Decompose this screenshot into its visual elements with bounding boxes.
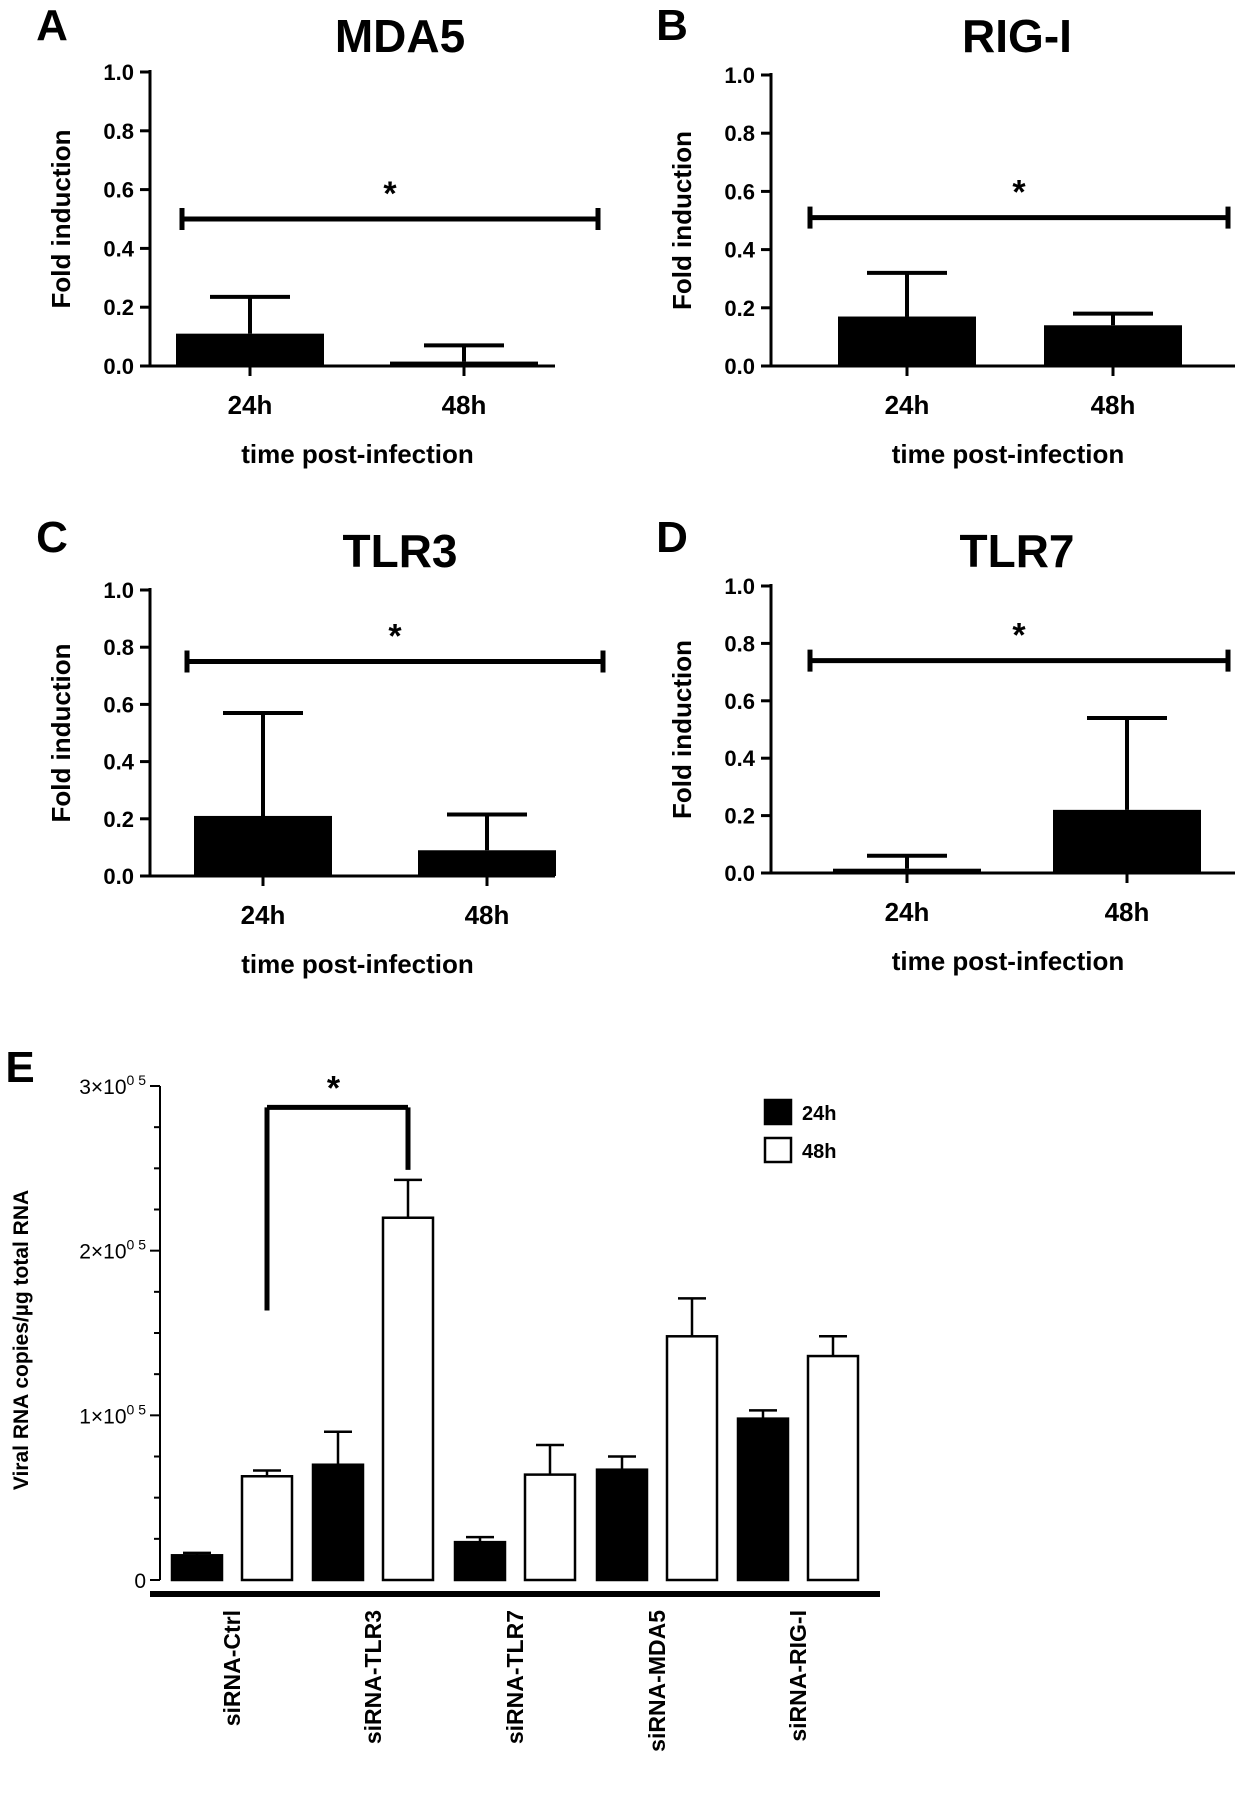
bar xyxy=(838,316,976,366)
x-tick-label: 24h xyxy=(885,897,930,927)
chart-panel-d: D TLR7 0.0 0.2 0.4 0.6 0.8 1.0 24h 48h time post-i… xyxy=(656,513,1235,976)
panel-letter: C xyxy=(36,513,68,562)
y-tick-label: 1.0 xyxy=(103,60,134,85)
y-tick-label: 0.4 xyxy=(103,236,134,261)
y-tick-label: 3×100 5 xyxy=(79,1072,146,1099)
chart-title: RIG-I xyxy=(962,10,1072,62)
y-tick-label: 0.8 xyxy=(103,635,134,660)
y-tick-label: 0.6 xyxy=(724,179,755,204)
chart-title: MDA5 xyxy=(335,10,465,62)
bar-48h xyxy=(806,1354,860,1582)
x-tick-label: 48h xyxy=(465,900,510,930)
legend-swatch xyxy=(763,1098,793,1126)
bar-48h xyxy=(523,1473,577,1582)
y-tick-base: 0 xyxy=(134,1570,146,1593)
y-axis-label: Fold induction xyxy=(667,131,697,310)
y-tick-label: 0.4 xyxy=(724,238,755,263)
y-axis-label: Fold induction xyxy=(667,640,697,819)
y-axis-label: Fold induction xyxy=(46,643,76,822)
y-tick-label: 0.2 xyxy=(103,807,134,832)
y-tick-exponent: 0 5 xyxy=(127,1072,147,1088)
x-tick-label: 24h xyxy=(228,390,273,420)
y-axis-label: Viral RNA copies/µg total RNA xyxy=(10,1190,33,1490)
bar xyxy=(194,815,332,876)
y-axis-label: Fold induction xyxy=(46,129,76,308)
legend-label: 24h xyxy=(802,1103,836,1125)
bar-48h xyxy=(665,1335,719,1582)
bar-24h xyxy=(311,1463,365,1582)
y-tick-label: 0.2 xyxy=(724,804,755,829)
chart-panel-c: C TLR3 0.0 0.2 0.4 0.6 0.8 1.0 24h 48h time post-i… xyxy=(36,513,606,979)
y-tick-base: 3×10 xyxy=(79,1076,126,1099)
x-tick-label: 48h xyxy=(1105,897,1150,927)
significance-marker: * xyxy=(1012,174,1026,212)
y-tick-exponent: 0 5 xyxy=(127,1401,147,1417)
y-tick-label: 1×100 5 xyxy=(79,1401,146,1428)
x-tick-label: siRNA-Ctrl xyxy=(219,1610,245,1726)
y-tick-label: 0.6 xyxy=(724,689,755,714)
y-tick-label: 0.6 xyxy=(103,692,134,717)
y-tick-label: 0.6 xyxy=(103,178,134,203)
y-tick-label: 0.4 xyxy=(103,750,134,775)
y-tick-label: 0.0 xyxy=(724,354,755,379)
x-tick-label: siRNA-MDA5 xyxy=(644,1610,670,1752)
panel-letter: D xyxy=(656,513,688,562)
y-tick-label: 0.0 xyxy=(724,861,755,886)
bar xyxy=(390,361,538,366)
y-tick-base: 2×10 xyxy=(79,1241,126,1264)
y-tick-label: 1.0 xyxy=(103,578,134,603)
y-tick-exponent: 0 5 xyxy=(127,1237,147,1253)
x-axis-label: time post-infection xyxy=(241,439,474,469)
y-tick-label: 0.0 xyxy=(103,864,134,889)
bar xyxy=(176,333,324,366)
panel-letter: B xyxy=(656,1,688,50)
bar xyxy=(833,868,981,873)
y-tick-label: 0.8 xyxy=(103,119,134,144)
x-tick-label: siRNA-RIG-I xyxy=(785,1610,811,1742)
bar xyxy=(418,850,556,876)
y-tick-label: 2×100 5 xyxy=(79,1237,146,1264)
x-axis-label: time post-infection xyxy=(892,439,1125,469)
y-tick-label: 0.2 xyxy=(103,295,134,320)
y-tick-label: 0.8 xyxy=(724,631,755,656)
bar-48h xyxy=(240,1475,294,1582)
panel-letter: E xyxy=(5,1043,34,1092)
x-axis-label: time post-infection xyxy=(241,949,474,979)
x-tick-label: 24h xyxy=(885,390,930,420)
x-tick-label: 24h xyxy=(241,900,286,930)
y-tick-label: 0 xyxy=(134,1570,146,1593)
y-tick-base: 1×10 xyxy=(79,1405,126,1428)
chart-title: TLR3 xyxy=(343,525,458,577)
chart-panel-a: A MDA5 0.0 0.2 0.4 0.6 0.8 1.0 24h 48h time post-i… xyxy=(36,1,601,469)
y-tick-label: 1.0 xyxy=(724,63,755,88)
significance-marker: * xyxy=(1012,617,1026,655)
legend-swatch xyxy=(763,1136,793,1164)
x-tick-label: 48h xyxy=(1091,390,1136,420)
x-tick-label: siRNA-TLR7 xyxy=(502,1610,528,1744)
panel-letter: A xyxy=(36,1,68,50)
bar xyxy=(1053,809,1201,873)
bar xyxy=(1044,325,1182,366)
significance-marker: * xyxy=(388,618,402,656)
significance-marker: * xyxy=(327,1069,341,1107)
bar-24h xyxy=(595,1468,649,1582)
y-tick-label: 0.8 xyxy=(724,121,755,146)
significance-marker: * xyxy=(383,175,397,213)
x-axis-label: time post-infection xyxy=(892,946,1125,976)
x-tick-label: 48h xyxy=(442,390,487,420)
bar-24h xyxy=(736,1417,790,1582)
bar-24h xyxy=(170,1554,224,1582)
chart-panel-b: B RIG-I 0.0 0.2 0.4 0.6 0.8 1.0 24h 48h time post-… xyxy=(656,1,1235,469)
y-tick-label: 1.0 xyxy=(724,574,755,599)
y-tick-label: 0.4 xyxy=(724,746,755,771)
x-tick-label: siRNA-TLR3 xyxy=(360,1610,386,1744)
chart-title: TLR7 xyxy=(960,525,1075,577)
y-tick-label: 0.2 xyxy=(724,296,755,321)
legend-label: 48h xyxy=(802,1141,836,1163)
bar-48h xyxy=(381,1216,435,1582)
bar-24h xyxy=(453,1540,507,1582)
y-tick-label: 0.0 xyxy=(103,354,134,379)
